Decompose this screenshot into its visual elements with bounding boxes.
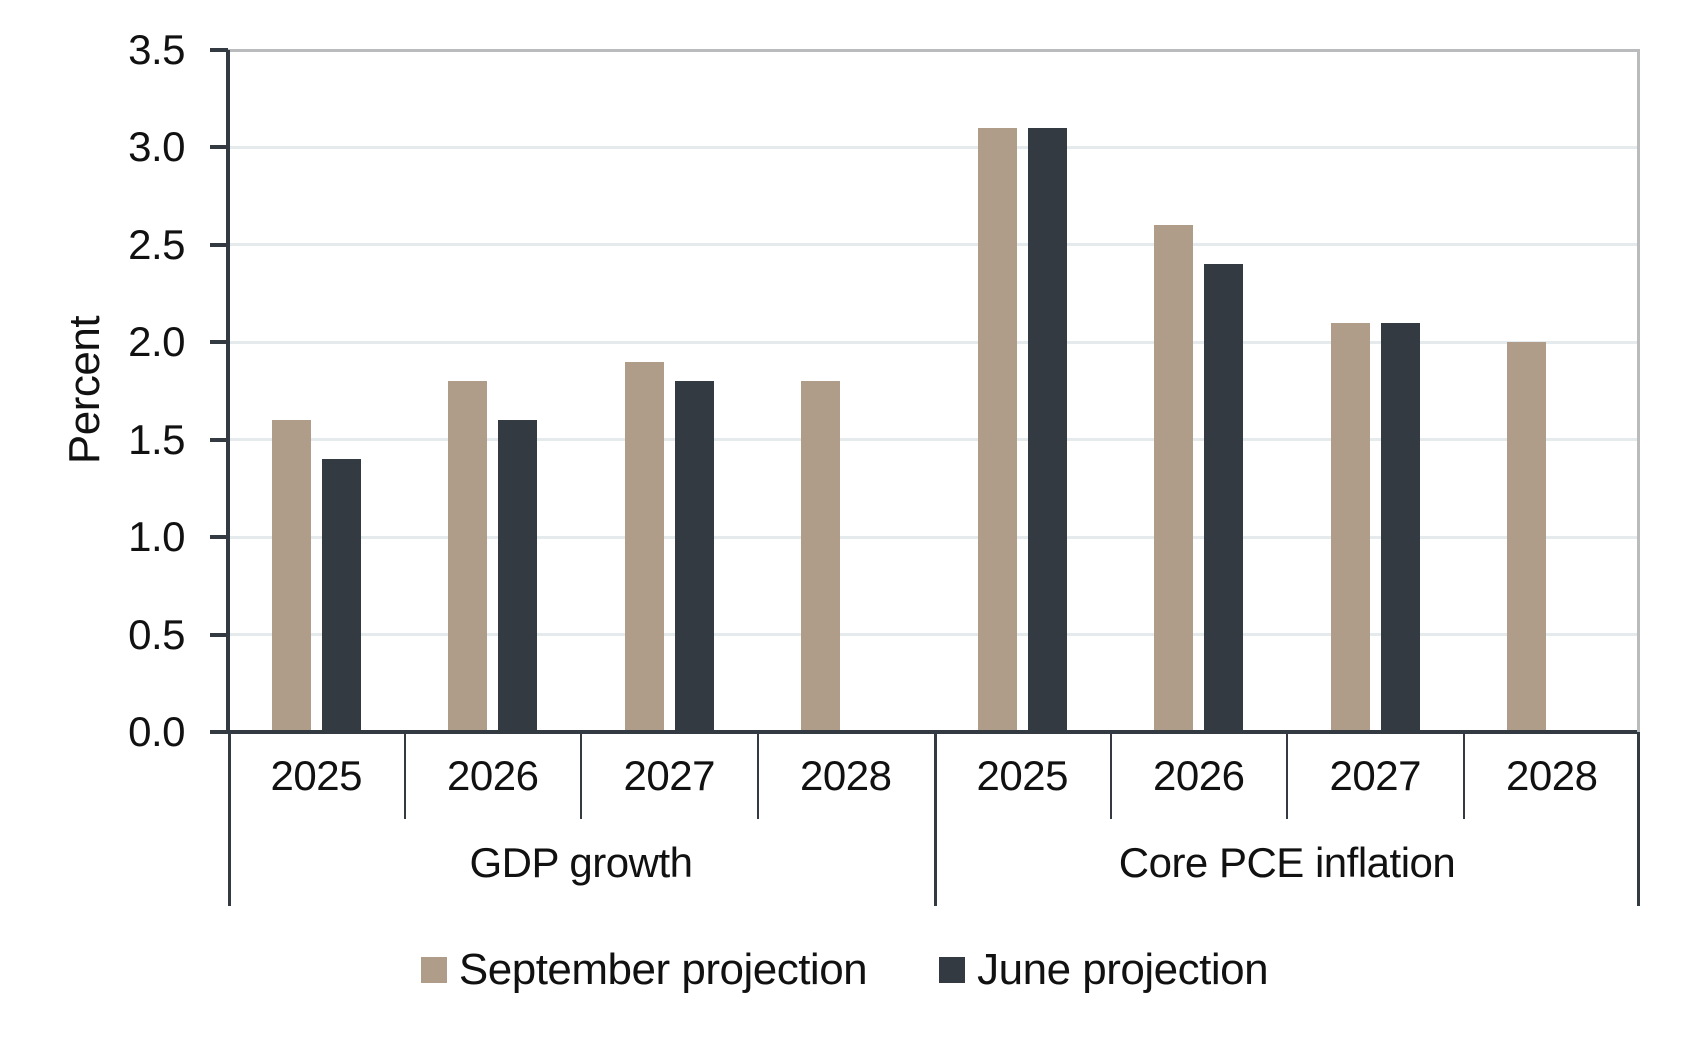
group-boundary-line bbox=[228, 732, 231, 906]
year-label-core-pce-inflation-2025: 2025 bbox=[976, 752, 1069, 799]
bar-september-projection-gdp-growth-2027 bbox=[624, 361, 664, 732]
bar-september-projection-core-pce-inflation-2025 bbox=[977, 127, 1017, 732]
legend-item-september-projection: September projection bbox=[420, 945, 868, 995]
group-boundary-line bbox=[1637, 732, 1640, 906]
year-separator-line bbox=[580, 732, 582, 819]
group-boundary-line bbox=[934, 732, 937, 906]
x-axis-line bbox=[226, 730, 1640, 734]
year-label-core-pce-inflation-2027: 2027 bbox=[1329, 752, 1422, 799]
bar-september-projection-gdp-growth-2026 bbox=[448, 381, 488, 732]
gridline bbox=[228, 145, 1640, 149]
year-separator-line bbox=[756, 732, 759, 819]
year-label-gdp-growth-2027: 2027 bbox=[623, 752, 716, 799]
bar-september-projection-core-pce-inflation-2027 bbox=[1330, 322, 1370, 732]
y-tick-mark bbox=[210, 535, 228, 540]
y-tick-label: 0.0 bbox=[128, 708, 185, 755]
y-tick-label: 2.5 bbox=[128, 220, 185, 268]
year-label-core-pce-inflation-2026: 2026 bbox=[1153, 752, 1245, 799]
gridline bbox=[228, 340, 1640, 344]
plot-top-border bbox=[228, 48, 1640, 52]
gridline bbox=[228, 243, 1640, 247]
bar-june-projection-gdp-growth-2026 bbox=[498, 420, 538, 732]
group-label-gdp-growth: GDP growth bbox=[469, 839, 694, 886]
group-label-core-pce-inflation: Core PCE inflation bbox=[1118, 839, 1456, 886]
legend-item-june-projection: June projection bbox=[939, 945, 1269, 995]
bar-september-projection-gdp-growth-2028 bbox=[801, 381, 841, 732]
year-separator-line bbox=[1109, 732, 1112, 819]
year-label-gdp-growth-2028: 2028 bbox=[800, 752, 892, 799]
legend-swatch-september-projection bbox=[420, 957, 447, 983]
plot-area bbox=[210, 48, 1640, 734]
bar-june-projection-gdp-growth-2025 bbox=[321, 459, 361, 732]
year-separator-line bbox=[403, 732, 406, 819]
y-tick-label: 1.5 bbox=[128, 415, 185, 463]
y-tick-mark bbox=[210, 340, 228, 345]
gridline bbox=[228, 633, 1640, 637]
bar-june-projection-core-pce-inflation-2026 bbox=[1204, 264, 1244, 732]
gridline bbox=[228, 535, 1640, 539]
legend-label-september-projection: September projection bbox=[458, 945, 868, 994]
y-tick-mark bbox=[210, 437, 228, 442]
y-tick-mark bbox=[210, 730, 228, 734]
bar-september-projection-core-pce-inflation-2026 bbox=[1154, 225, 1194, 732]
bar-june-projection-core-pce-inflation-2027 bbox=[1380, 322, 1420, 732]
y-tick-label: 3.0 bbox=[128, 123, 185, 171]
y-tick-label: 1.0 bbox=[128, 513, 185, 561]
bar-september-projection-gdp-growth-2025 bbox=[271, 420, 311, 732]
y-tick-label: 0.5 bbox=[128, 610, 185, 658]
y-tick-label: 2.0 bbox=[128, 318, 185, 366]
year-label-core-pce-inflation-2028: 2028 bbox=[1506, 752, 1598, 799]
y-axis-line bbox=[226, 50, 230, 734]
legend-swatch-june-projection bbox=[939, 957, 966, 983]
bar-june-projection-core-pce-inflation-2025 bbox=[1027, 127, 1067, 732]
year-separator-line bbox=[1286, 732, 1288, 819]
y-tick-mark bbox=[210, 48, 228, 52]
year-separator-line bbox=[1462, 732, 1465, 819]
year-label-gdp-growth-2026: 2026 bbox=[447, 752, 539, 799]
year-label-gdp-growth-2025: 2025 bbox=[270, 752, 363, 799]
legend: September projection June projection bbox=[0, 942, 1689, 998]
plot-right-border bbox=[1637, 50, 1640, 732]
bar-june-projection-gdp-growth-2027 bbox=[674, 381, 714, 732]
y-tick-mark bbox=[210, 632, 228, 637]
y-tick-mark bbox=[210, 242, 228, 247]
y-tick-label: 3.5 bbox=[128, 26, 185, 73]
bar-september-projection-core-pce-inflation-2028 bbox=[1507, 342, 1547, 732]
y-tick-mark bbox=[210, 145, 228, 150]
gridline bbox=[228, 438, 1640, 442]
legend-label-june-projection: June projection bbox=[977, 945, 1269, 994]
x-axis-table: 2025 2026 2027 2028 GDP growth 2025 2026 2027 20… bbox=[228, 732, 1640, 906]
